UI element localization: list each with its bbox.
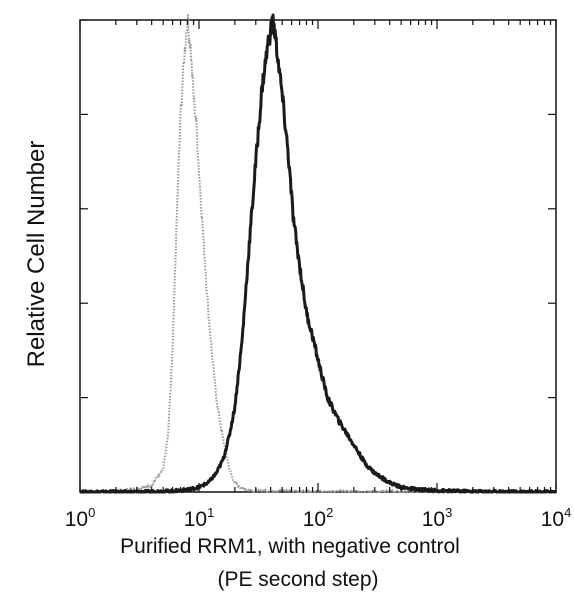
x-tick-label-4: 104 xyxy=(541,505,572,531)
histogram-series-2 xyxy=(79,13,557,494)
x-axis-ticks xyxy=(79,20,557,492)
y-axis-ticks xyxy=(80,19,556,493)
series-layer xyxy=(79,13,557,494)
histogram-series-1 xyxy=(79,14,557,493)
x-tick-label-1: 101 xyxy=(184,505,215,531)
x-axis-label-line-1: Purified RRM1, with negative control xyxy=(120,535,460,558)
plot-frame xyxy=(79,19,557,493)
x-axis-label-line-2: (PE second step) xyxy=(217,568,378,591)
x-axis-tick-labels: 100 101 102 103 104 xyxy=(65,505,572,531)
x-tick-label-0: 100 xyxy=(65,505,96,531)
x-tick-label-2: 102 xyxy=(303,505,334,531)
y-axis-label: Relative Cell Number xyxy=(23,141,50,368)
plot-area: 100 101 102 103 104 xyxy=(65,13,572,531)
x-tick-label-3: 103 xyxy=(422,505,453,531)
